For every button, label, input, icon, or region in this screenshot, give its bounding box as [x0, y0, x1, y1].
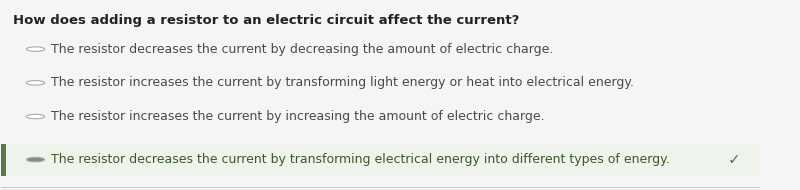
Circle shape: [26, 114, 45, 119]
Text: The resistor increases the current by increasing the amount of electric charge.: The resistor increases the current by in…: [50, 110, 544, 123]
Text: ✓: ✓: [728, 152, 741, 167]
Text: The resistor decreases the current by transforming electrical energy into differ: The resistor decreases the current by tr…: [50, 153, 670, 166]
Circle shape: [26, 81, 45, 85]
Circle shape: [26, 47, 45, 51]
Text: The resistor decreases the current by decreasing the amount of electric charge.: The resistor decreases the current by de…: [50, 43, 553, 56]
FancyBboxPatch shape: [2, 144, 759, 176]
Bar: [2, 144, 6, 176]
Text: How does adding a resistor to an electric circuit affect the current?: How does adding a resistor to an electri…: [13, 14, 519, 28]
Text: The resistor increases the current by transforming light energy or heat into ele: The resistor increases the current by tr…: [50, 76, 634, 89]
Circle shape: [26, 157, 45, 162]
